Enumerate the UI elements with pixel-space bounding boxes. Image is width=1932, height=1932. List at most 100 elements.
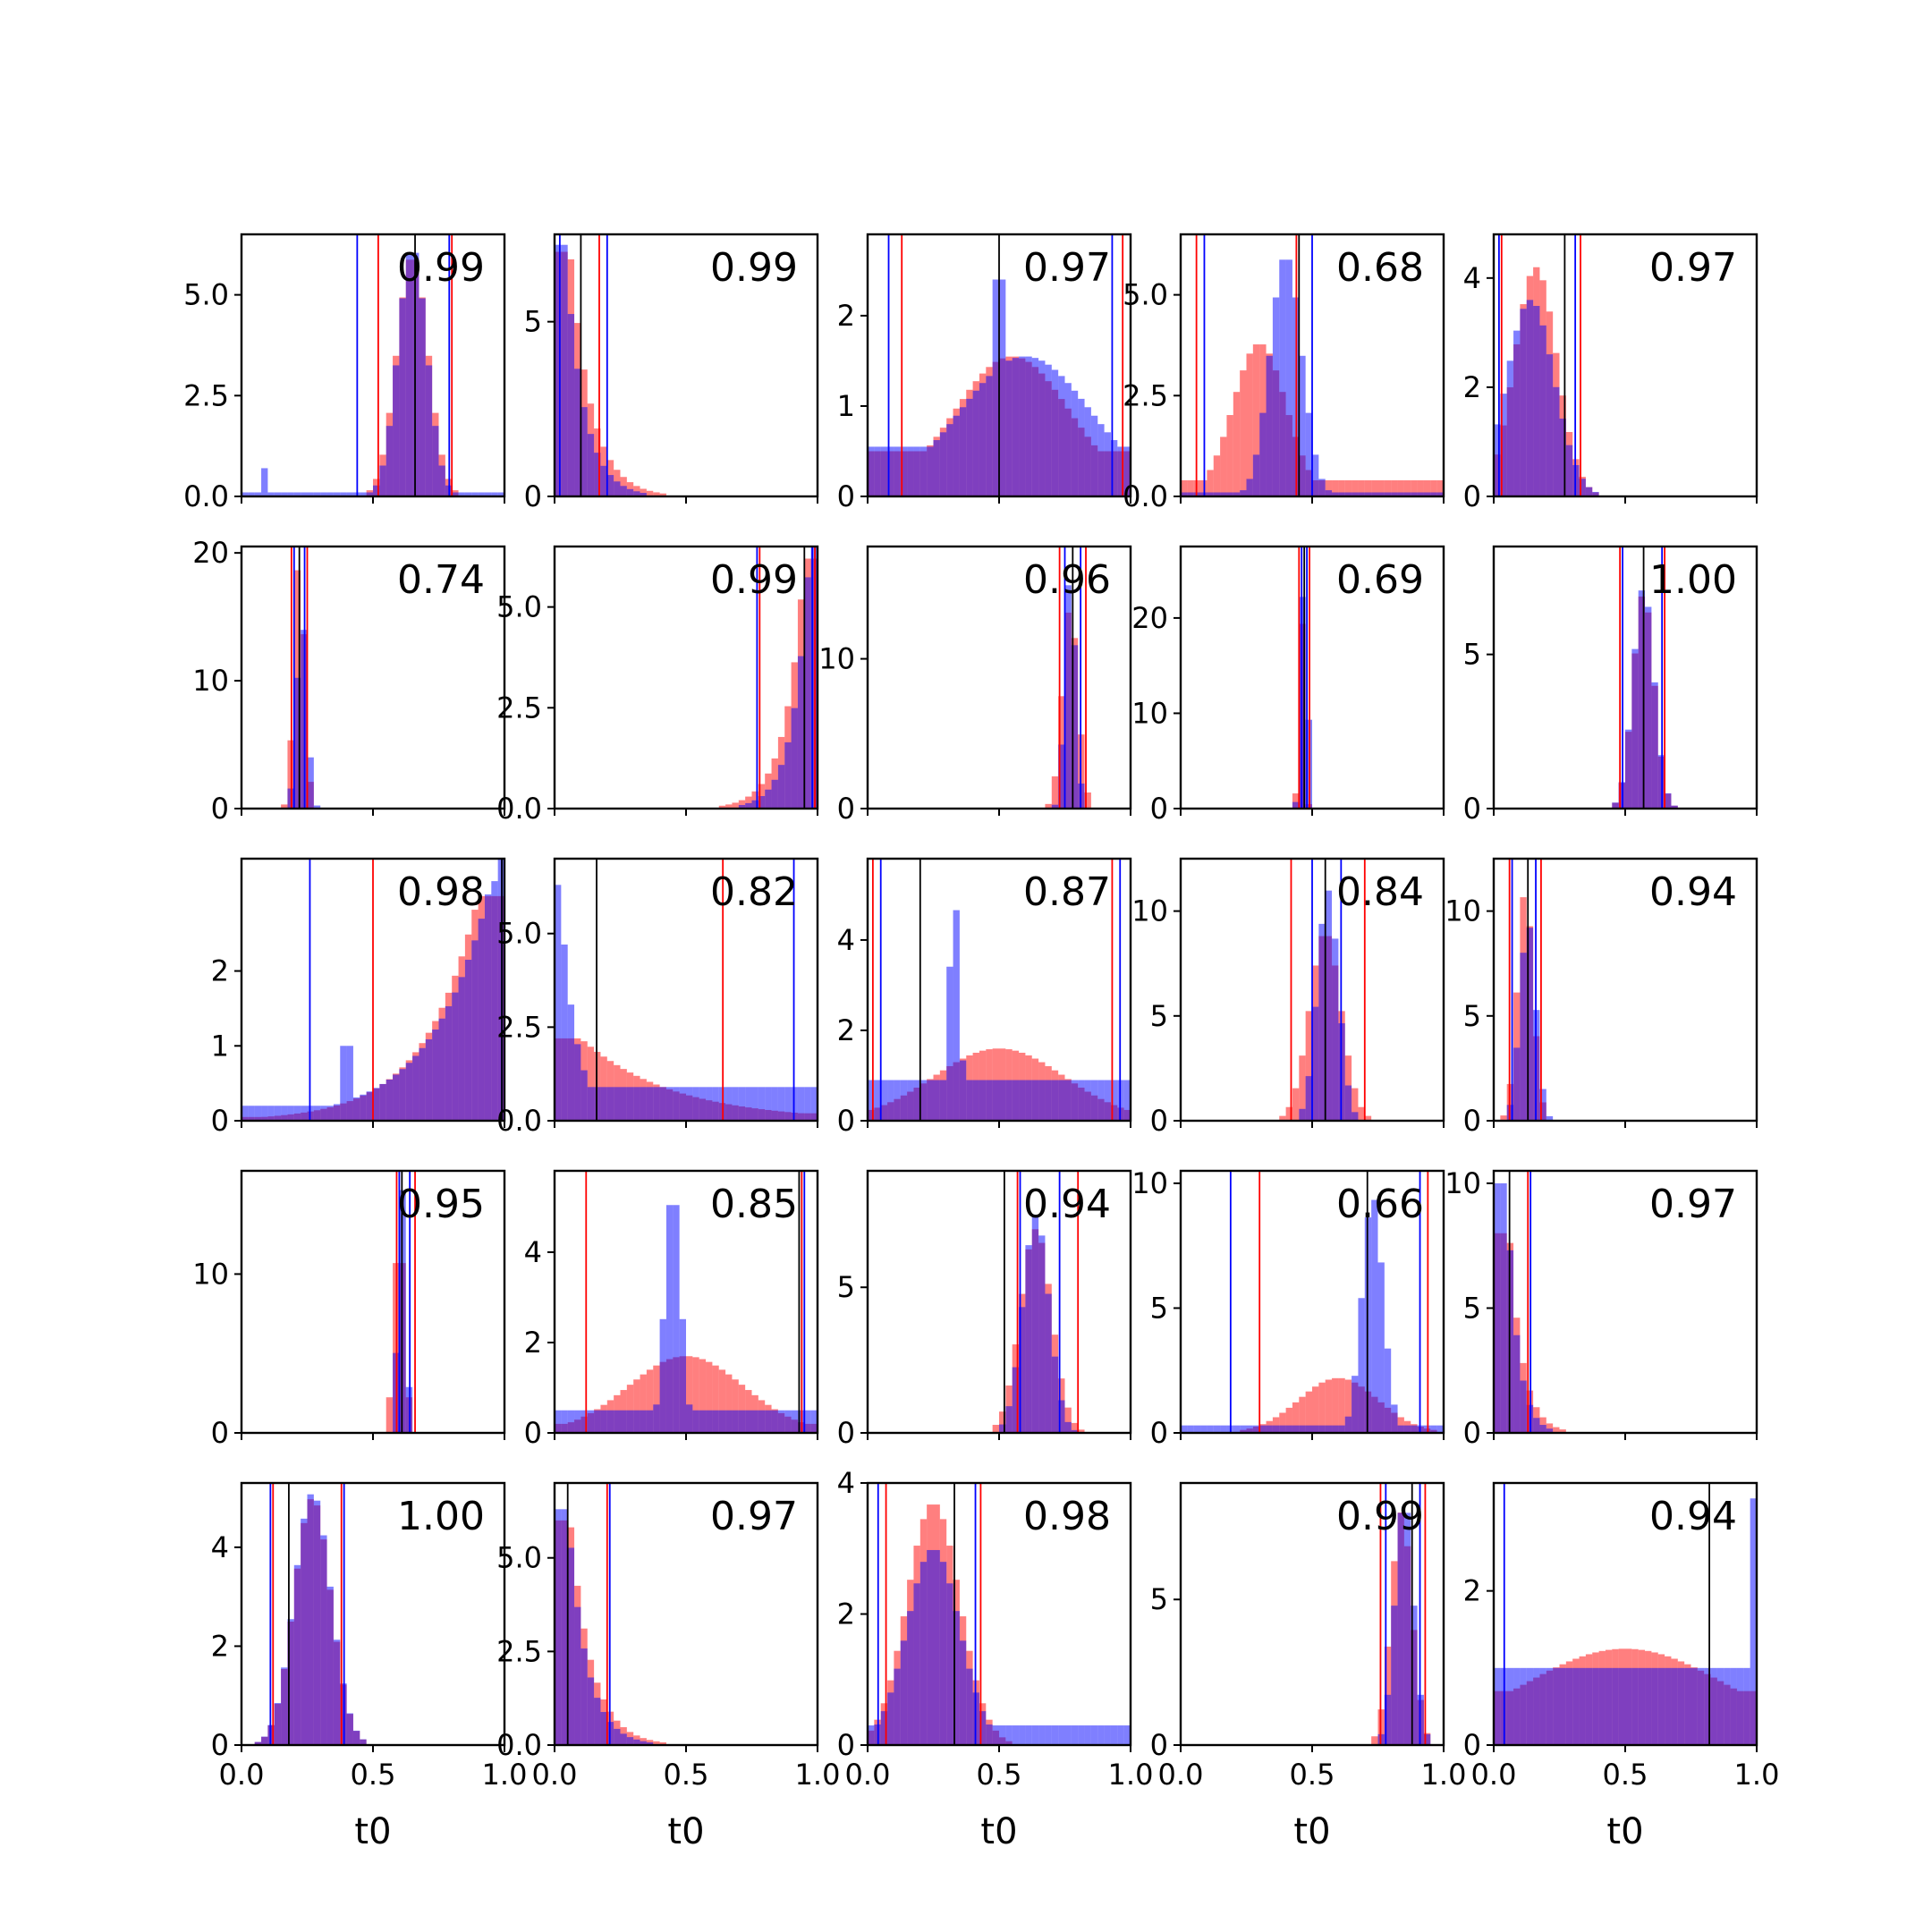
blue-bar: [620, 1733, 627, 1745]
blue-bar: [646, 1741, 654, 1745]
blue-bar: [1332, 492, 1339, 496]
blue-bar: [561, 1410, 568, 1433]
panel-value-label: 0.74: [397, 557, 485, 603]
blue-bar: [725, 1087, 733, 1121]
blue-bar: [580, 1648, 588, 1745]
panel-9: 0 10 20 0.69: [1131, 545, 1445, 826]
panel-plot-area: [386, 1171, 416, 1433]
blue-bar: [1325, 490, 1333, 496]
blue-bar: [405, 252, 413, 496]
red-bar: [640, 1374, 647, 1433]
red-bar: [706, 1361, 713, 1433]
blue-bar: [1736, 1667, 1744, 1745]
blue-bar: [933, 440, 940, 496]
red-bar: [1332, 1377, 1339, 1433]
blue-bar: [626, 1410, 634, 1433]
blue-bar: [999, 1424, 1006, 1433]
panel-value-label: 0.87: [1023, 869, 1111, 915]
blue-bar: [784, 1087, 792, 1121]
blue-bar: [561, 945, 568, 1121]
blue-bar: [751, 1410, 758, 1433]
y-tick-label: 4: [524, 1235, 542, 1269]
blue-bar: [281, 1667, 288, 1745]
panel-21: 0 2 4 0.0 0.5 1.0 t0 1.00: [211, 1481, 528, 1852]
panel-value-label: 0.68: [1336, 245, 1424, 291]
blue-bar: [301, 1106, 308, 1121]
panel-value-label: 0.97: [710, 1494, 798, 1539]
blue-bar: [1411, 1606, 1418, 1745]
blue-bar: [620, 1087, 627, 1121]
blue-bar: [1318, 923, 1326, 1121]
blue-bar: [1058, 744, 1065, 809]
blue-bar: [379, 465, 386, 496]
blue-bar: [287, 1619, 294, 1745]
blue-bar: [686, 1087, 693, 1121]
x-tick-label: 0.5: [1290, 1758, 1335, 1792]
panel-17: 0 2 4 0.85: [524, 1169, 819, 1450]
blue-bar: [1117, 446, 1124, 496]
panel-7: 0.0 2.5 5.0 0.99: [496, 545, 819, 826]
blue-bar: [1332, 938, 1339, 1121]
panel-8: 0 10 0.96: [818, 545, 1132, 826]
red-bar: [999, 1411, 1006, 1433]
blue-bar: [1352, 1112, 1359, 1121]
blue-bar: [1084, 407, 1091, 496]
red-bar: [1371, 1736, 1378, 1745]
blue-bar: [484, 894, 492, 1121]
blue-bar: [419, 1047, 426, 1121]
blue-bar: [1117, 1725, 1124, 1745]
blue-bar: [880, 446, 888, 496]
blue-bar: [425, 365, 433, 496]
blue-bar: [1750, 1498, 1757, 1745]
blue-bar: [1012, 1080, 1020, 1121]
blue-bar: [1051, 1080, 1059, 1121]
blue-bar: [1403, 1513, 1411, 1745]
blue-bar: [927, 1080, 934, 1121]
blue-bar: [1423, 1733, 1431, 1745]
blue-bar: [497, 492, 504, 496]
y-tick-label: 2: [837, 1597, 855, 1631]
blue-bar: [274, 1702, 282, 1745]
blue-bar: [606, 1410, 614, 1433]
blue-bar: [1025, 1080, 1032, 1121]
blue-bar: [1730, 1667, 1737, 1745]
x-tick-label: 0.0: [532, 1758, 578, 1792]
blue-bar: [640, 492, 647, 496]
x-tick-label: 0.0: [1471, 1758, 1517, 1792]
panel-plot-area: [1500, 859, 1554, 1121]
red-bar: [1226, 415, 1233, 496]
blue-bar: [979, 1080, 987, 1121]
blue-bar: [758, 796, 766, 809]
red-bar: [1553, 1427, 1560, 1433]
blue-bar: [313, 805, 321, 809]
blue-bar: [1585, 1667, 1593, 1745]
blue-bar: [939, 1562, 947, 1745]
blue-bar: [659, 1087, 666, 1121]
panel-plot-area: [555, 1483, 666, 1745]
x-tick-label: 1.0: [482, 1758, 528, 1792]
blue-bar: [959, 1640, 967, 1745]
blue-bar: [1064, 585, 1072, 809]
blue-bar: [1110, 440, 1118, 496]
y-tick-label: 4: [1463, 261, 1481, 295]
y-tick-label: 10: [192, 664, 229, 698]
blue-bar: [254, 1106, 262, 1121]
blue-bar: [1090, 1725, 1098, 1745]
blue-bar: [261, 468, 268, 496]
blue-bar: [379, 1083, 386, 1121]
blue-bar: [1631, 648, 1639, 809]
blue-bar: [1539, 1667, 1546, 1745]
blue-bar: [1200, 1425, 1208, 1433]
blue-bar: [718, 1410, 726, 1433]
blue-bar: [614, 481, 621, 496]
blue-bar: [1181, 492, 1188, 496]
blue-bar: [1038, 360, 1046, 496]
y-tick-label: 5.0: [183, 278, 229, 312]
blue-bar: [1397, 492, 1404, 496]
blue-bar: [692, 1410, 699, 1433]
blue-bar: [1533, 306, 1540, 496]
blue-bar: [1625, 1667, 1632, 1745]
blue-bar: [1526, 1667, 1534, 1745]
red-bar: [1292, 793, 1300, 809]
blue-bar: [1233, 492, 1241, 496]
